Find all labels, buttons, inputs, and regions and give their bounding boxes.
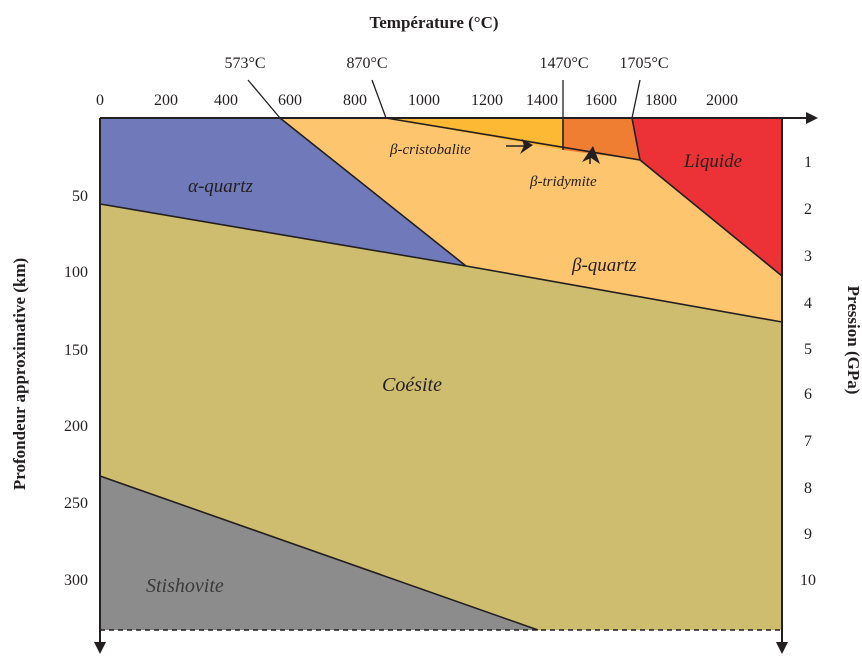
- diagram-title: Température (°C): [369, 13, 498, 32]
- boundary-beta-quartz-coesite: [465, 265, 783, 323]
- pressure-tick-label: 7: [804, 433, 812, 450]
- pressure-tick-label: 4: [804, 295, 812, 312]
- pressure-tick-label: 1: [804, 154, 812, 171]
- depth-ticks: 50 100 150 200 250 300: [64, 188, 88, 589]
- depth-axis-title: Profondeur approximative (km): [10, 258, 29, 490]
- region-beta-tridymite: [563, 118, 640, 160]
- callout-leaders: [247, 79, 641, 119]
- temp-tick-label: 200: [154, 92, 178, 109]
- phase-boundaries: [99, 117, 783, 631]
- pressure-tick-label: 8: [804, 480, 812, 497]
- region-liquide: [632, 118, 782, 276]
- region-alpha-quartz: [100, 118, 466, 266]
- temp-tick-label: 1400: [526, 92, 558, 109]
- label-beta-quartz: β-quartz: [571, 255, 637, 276]
- boundary-tridymite-liquide: [631, 117, 641, 161]
- pressure-axis-title: Pression (GPa): [844, 286, 862, 395]
- pressure-tick-label: 6: [804, 386, 812, 403]
- temp-tick-label: 0: [96, 92, 104, 109]
- callout-573: 573°C: [224, 55, 265, 72]
- label-coesite: Coésite: [382, 374, 442, 396]
- pressure-tick-label: 9: [804, 526, 812, 543]
- temp-tick-label: 1000: [408, 92, 440, 109]
- label-beta-tridymite: β-tridymite: [529, 174, 597, 190]
- phase-labels: α-quartz β-quartz β-cristobalite β-tridy…: [146, 142, 742, 597]
- depth-tick-label: 150: [64, 342, 88, 359]
- boundary-coesite-stishovite: [99, 475, 539, 631]
- label-alpha-quartz: α-quartz: [188, 176, 253, 197]
- leader-1705: [631, 79, 641, 119]
- depth-tick-label: 300: [64, 572, 88, 589]
- label-stishovite: Stishovite: [146, 575, 224, 597]
- region-coesite: [100, 204, 782, 630]
- depth-tick-label: 200: [64, 418, 88, 435]
- depth-tick-label: 250: [64, 495, 88, 512]
- boundary-alpha-quartz-coesite: [99, 203, 467, 267]
- temp-tick-label: 600: [278, 92, 302, 109]
- depth-tick-label: 100: [64, 264, 88, 281]
- pressure-tick-label: 2: [804, 201, 812, 218]
- callout-1705: 1705°C: [619, 55, 668, 72]
- label-beta-cristobalite: β-cristobalite: [389, 142, 471, 158]
- tridymite-pointer-head: [582, 146, 600, 164]
- region-beta-quartz: [280, 118, 782, 322]
- temp-tick-label: 2000: [706, 92, 738, 109]
- pressure-tick-label: 3: [804, 248, 812, 265]
- depth-tick-label: 50: [72, 188, 88, 205]
- pressure-tick-label: 5: [804, 341, 812, 358]
- cristobalite-pointer-head: [520, 139, 533, 154]
- temp-tick-label: 800: [343, 92, 367, 109]
- temp-tick-label: 1800: [645, 92, 677, 109]
- temp-tick-label: 1200: [471, 92, 503, 109]
- boundary-alpha-beta-quartz: [279, 117, 467, 267]
- boundary-beta-quartz-liquide: [639, 159, 783, 277]
- leader-870: [371, 79, 387, 119]
- temp-tick-label: 400: [214, 92, 238, 109]
- temp-tick-label: 1600: [585, 92, 617, 109]
- label-liquide: Liquide: [683, 151, 742, 172]
- leader-573: [247, 79, 281, 119]
- temperature-ticks: 0 200 400 600 800 1000 1200 1400 1600 18…: [96, 92, 738, 109]
- pressure-ticks: 1 2 3 4 5 6 7 8 9 10: [800, 154, 816, 589]
- callout-870: 870°C: [346, 55, 387, 72]
- boundary-beta-quartz-cristobalite: [385, 117, 641, 161]
- pressure-tick-label: 10: [800, 572, 816, 589]
- callout-1470: 1470°C: [539, 55, 588, 72]
